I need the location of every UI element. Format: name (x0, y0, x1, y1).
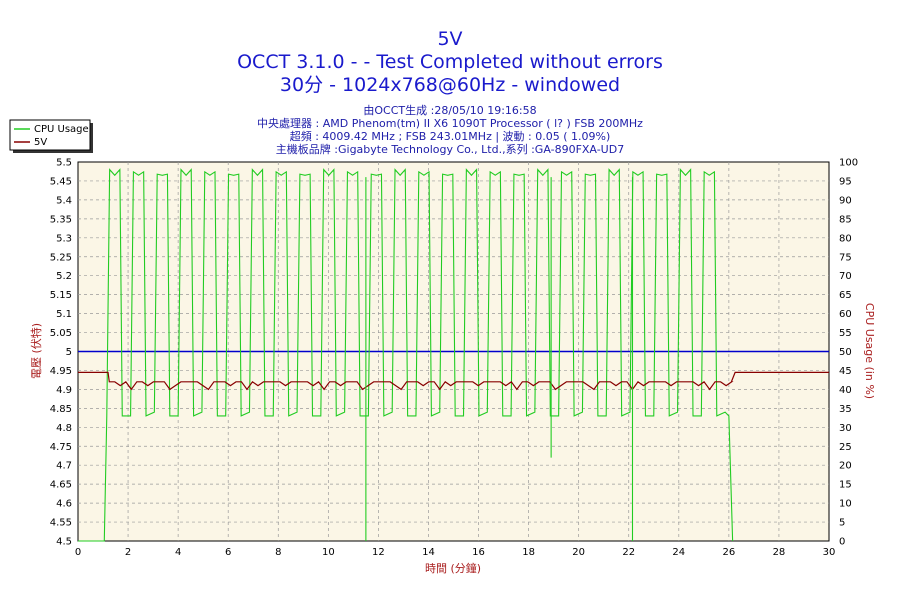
x-tick-label: 26 (722, 547, 735, 558)
legend-label-cpu-usage: CPU Usage (34, 124, 89, 135)
y2-tick-label: 15 (839, 480, 852, 491)
y-tick-label: 5.45 (50, 176, 72, 187)
y-tick-label: 5.35 (50, 214, 72, 225)
y-tick-label: 5.4 (56, 195, 72, 206)
y-tick-label: 5.25 (50, 252, 72, 263)
y-tick-label: 4.6 (56, 499, 72, 510)
info-clock: 超頻 : 4009.42 MHz ; FSB 243.01MHz | 波動 : … (290, 129, 611, 143)
x-tick-label: 12 (372, 547, 385, 558)
info-motherboard: 主機板品牌 :Gigabyte Technology Co., Ltd.,系列 … (276, 142, 624, 156)
y-tick-label: 5.5 (56, 158, 72, 169)
x-tick-label: 10 (322, 547, 335, 558)
y2-tick-labels: 0 5 10 15 20 25 30 35 40 45 50 55 60 65 70 75 80 85 90 95 10… (839, 158, 858, 548)
y2-axis-label: CPU Usage (in %) (863, 303, 876, 399)
x-tick-label: 28 (773, 547, 786, 558)
x-tick-label: 22 (622, 547, 635, 558)
x-tick-label: 4 (175, 547, 181, 558)
y-tick-label: 4.95 (50, 366, 72, 377)
x-tick-label: 30 (823, 547, 836, 558)
x-tick-label: 2 (125, 547, 131, 558)
y-tick-label: 5.1 (56, 309, 72, 320)
y2-tick-label: 20 (839, 461, 852, 472)
x-tick-label: 8 (275, 547, 281, 558)
x-tick-label: 16 (472, 547, 485, 558)
y-tick-label: 5.2 (56, 271, 72, 282)
y2-tick-label: 5 (839, 518, 845, 529)
y2-tick-label: 65 (839, 290, 852, 301)
y2-tick-label: 50 (839, 347, 852, 358)
series-line-5v (78, 371, 829, 391)
y2-tick-label: 0 (839, 537, 845, 548)
x-tick-label: 0 (75, 547, 81, 558)
y-tick-label: 5.3 (56, 233, 72, 244)
info-cpu: 中央處理器 : AMD Phenom(tm) II X6 1090T Proce… (257, 116, 643, 130)
info-generated: 由OCCT生成 :28/05/10 19:16:58 (363, 103, 536, 117)
y2-tick-label: 95 (839, 176, 852, 187)
y2-tick-label: 90 (839, 195, 852, 206)
y2-tick-label: 25 (839, 442, 852, 453)
y2-tick-label: 85 (839, 214, 852, 225)
y2-tick-label: 75 (839, 252, 852, 263)
y-tick-label: 4.75 (50, 442, 72, 453)
x-tick-label: 6 (225, 547, 231, 558)
y-tick-label: 5.15 (50, 290, 72, 301)
y-tick-labels: 4.5 4.55 4.6 4.65 4.7 4.75 4.8 4.85 4.9 4.95 5 5.05… (50, 158, 72, 548)
y2-tick-label: 35 (839, 404, 852, 415)
y-tick-label: 4.65 (50, 480, 72, 491)
y-axis-label: 電壓 (伏特) (29, 323, 43, 379)
chart-subtitle-test: OCCT 3.1.0 - - Test Completed without er… (237, 51, 663, 73)
x-axis-label: 時間 (分鐘) (425, 561, 481, 575)
legend-label-5v: 5V (34, 137, 47, 148)
series-line-cpu-usage (78, 168, 734, 542)
x-tick-label: 14 (422, 547, 435, 558)
y-tick-label: 4.85 (50, 404, 72, 415)
x-tick-label: 24 (672, 547, 685, 558)
y2-tick-label: 70 (839, 271, 852, 282)
legend-box (9, 119, 91, 151)
y-tick-label: 4.8 (56, 423, 72, 434)
x-tick-label: 18 (522, 547, 535, 558)
chart-subtitle-mode: 30分 - 1024x768@60Hz - windowed (280, 74, 620, 96)
y2-tick-label: 100 (839, 158, 858, 169)
y2-tick-label: 60 (839, 309, 852, 320)
y2-tick-label: 40 (839, 385, 852, 396)
y2-tick-label: 45 (839, 366, 852, 377)
y2-tick-label: 30 (839, 423, 852, 434)
y-tick-label: 4.55 (50, 518, 72, 529)
chart-title: 5V (437, 28, 462, 50)
legend: CPU Usage 5V (9, 119, 93, 153)
y2-tick-label: 55 (839, 328, 852, 339)
y-tick-label: 5.05 (50, 328, 72, 339)
y-tick-label: 5 (66, 347, 72, 358)
y-tick-label: 4.7 (56, 461, 72, 472)
y-tick-label: 4.5 (56, 537, 72, 548)
x-tick-labels: 0 2 4 6 8 10 12 14 16 18 20 22 24 26 28 30 (75, 547, 836, 558)
y-tick-label: 4.9 (56, 385, 72, 396)
y2-tick-label: 80 (839, 233, 852, 244)
y2-tick-label: 10 (839, 499, 852, 510)
x-tick-label: 20 (572, 547, 585, 558)
